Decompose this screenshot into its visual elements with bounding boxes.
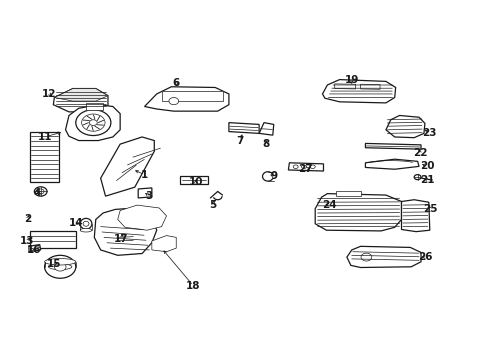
Ellipse shape bbox=[81, 114, 105, 131]
Text: 18: 18 bbox=[185, 281, 200, 291]
Text: 26: 26 bbox=[417, 252, 431, 262]
Polygon shape bbox=[259, 123, 273, 135]
Polygon shape bbox=[94, 209, 157, 255]
Polygon shape bbox=[365, 159, 418, 169]
Ellipse shape bbox=[48, 264, 72, 270]
Polygon shape bbox=[144, 87, 228, 111]
Text: 13: 13 bbox=[20, 236, 35, 246]
Text: 5: 5 bbox=[209, 200, 216, 210]
Polygon shape bbox=[365, 143, 420, 149]
Ellipse shape bbox=[89, 120, 97, 126]
Text: 1: 1 bbox=[141, 170, 148, 180]
Text: 3: 3 bbox=[145, 191, 153, 201]
Ellipse shape bbox=[168, 98, 178, 105]
Ellipse shape bbox=[37, 189, 44, 194]
Polygon shape bbox=[401, 200, 429, 231]
Ellipse shape bbox=[360, 253, 371, 261]
Text: 23: 23 bbox=[422, 129, 436, 138]
Text: 20: 20 bbox=[419, 161, 434, 171]
Text: 10: 10 bbox=[188, 177, 203, 187]
Polygon shape bbox=[335, 191, 360, 196]
Ellipse shape bbox=[413, 175, 420, 180]
Ellipse shape bbox=[310, 165, 315, 168]
Polygon shape bbox=[322, 80, 395, 103]
Text: 2: 2 bbox=[24, 215, 31, 224]
Polygon shape bbox=[161, 91, 222, 101]
Polygon shape bbox=[30, 132, 59, 182]
Text: 22: 22 bbox=[412, 148, 427, 158]
Polygon shape bbox=[315, 194, 401, 231]
Polygon shape bbox=[288, 163, 323, 171]
Text: 8: 8 bbox=[262, 139, 269, 149]
Polygon shape bbox=[53, 89, 108, 112]
Text: 9: 9 bbox=[270, 171, 277, 181]
Text: 14: 14 bbox=[69, 218, 83, 228]
Polygon shape bbox=[180, 176, 207, 184]
Polygon shape bbox=[138, 188, 152, 198]
Ellipse shape bbox=[293, 165, 298, 168]
Polygon shape bbox=[118, 205, 166, 230]
Ellipse shape bbox=[80, 219, 92, 229]
Polygon shape bbox=[385, 116, 424, 138]
Text: 27: 27 bbox=[298, 164, 312, 174]
Ellipse shape bbox=[301, 165, 306, 168]
Polygon shape bbox=[29, 244, 41, 252]
Ellipse shape bbox=[83, 221, 89, 226]
Polygon shape bbox=[65, 105, 120, 140]
Text: 12: 12 bbox=[42, 89, 57, 99]
Ellipse shape bbox=[34, 187, 47, 196]
Ellipse shape bbox=[76, 110, 111, 135]
Text: 6: 6 bbox=[172, 78, 180, 88]
Polygon shape bbox=[334, 84, 355, 89]
Polygon shape bbox=[54, 89, 108, 101]
Text: 19: 19 bbox=[344, 75, 358, 85]
Text: 24: 24 bbox=[322, 200, 336, 210]
Ellipse shape bbox=[44, 258, 76, 265]
Text: 21: 21 bbox=[419, 175, 434, 185]
Text: 17: 17 bbox=[114, 234, 129, 244]
Text: 11: 11 bbox=[37, 132, 52, 142]
Polygon shape bbox=[346, 246, 420, 267]
Polygon shape bbox=[360, 84, 379, 89]
Polygon shape bbox=[101, 137, 154, 196]
Text: 16: 16 bbox=[26, 245, 41, 255]
Ellipse shape bbox=[54, 262, 66, 271]
Text: 25: 25 bbox=[423, 204, 437, 214]
Text: 4: 4 bbox=[34, 188, 41, 198]
Polygon shape bbox=[228, 123, 259, 134]
Polygon shape bbox=[152, 235, 176, 252]
Ellipse shape bbox=[44, 255, 76, 278]
Text: 7: 7 bbox=[235, 136, 243, 145]
Text: 15: 15 bbox=[47, 259, 61, 269]
Polygon shape bbox=[86, 103, 103, 110]
Ellipse shape bbox=[80, 228, 92, 232]
Polygon shape bbox=[115, 216, 136, 248]
